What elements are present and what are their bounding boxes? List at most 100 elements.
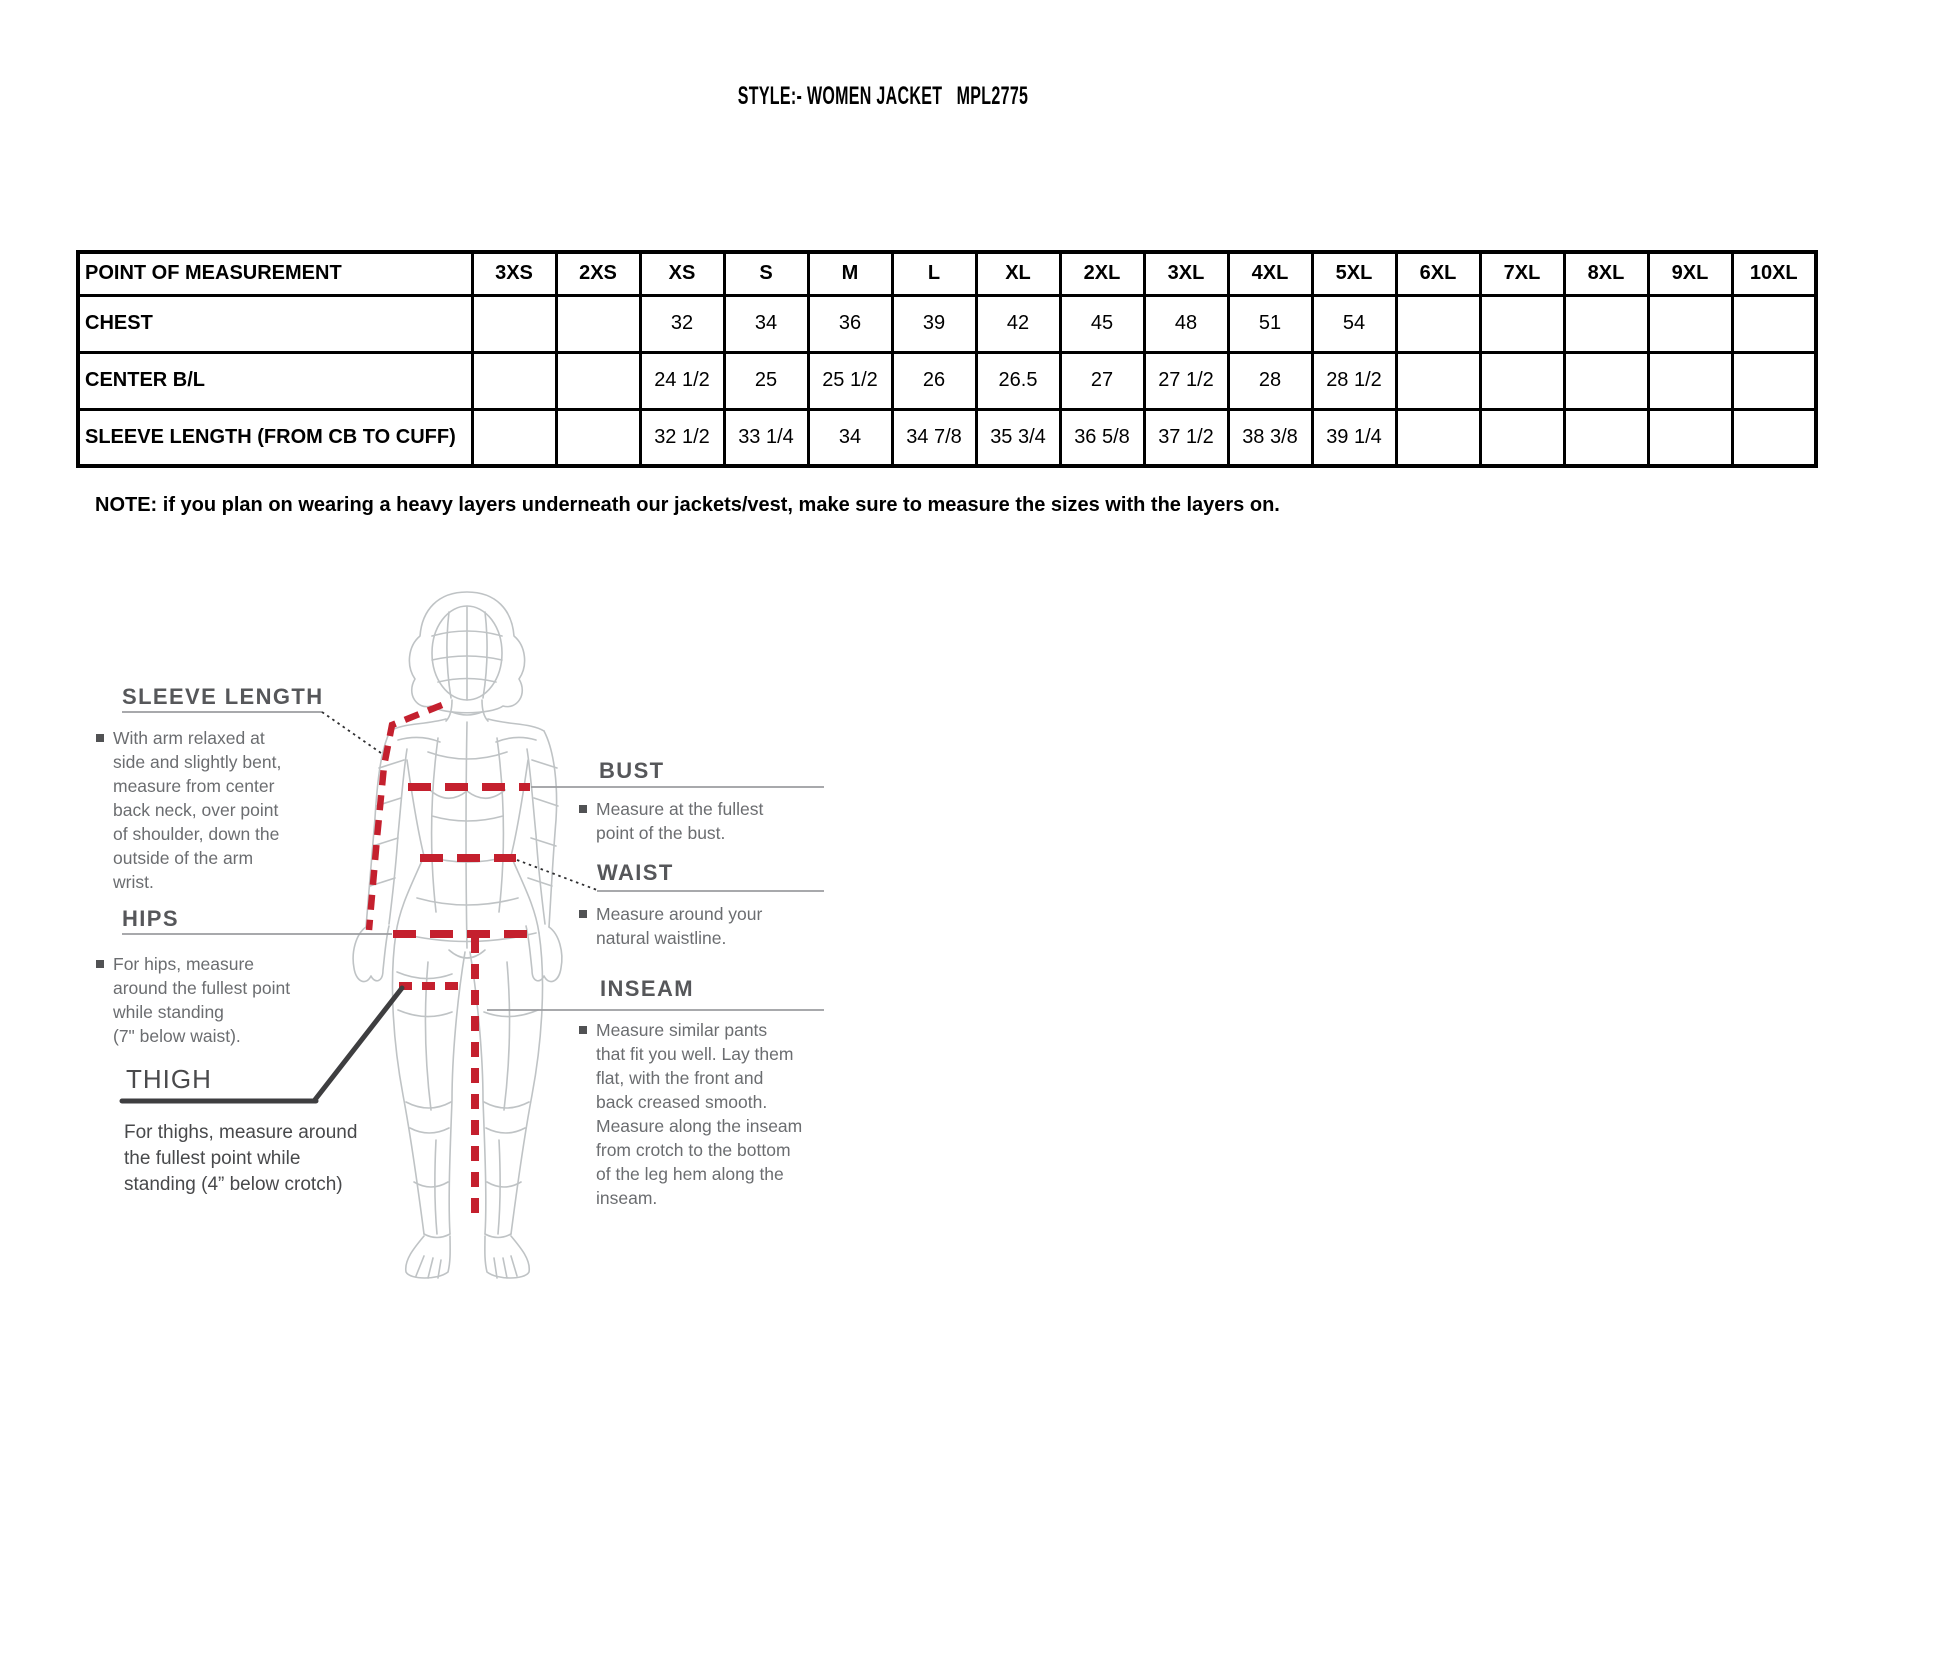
measurement-cell (1562, 350, 1650, 411)
col-header-size-4xl: 4XL (1226, 250, 1314, 297)
thigh-description-text: For thighs, measure around the fullest p… (124, 1122, 358, 1195)
measurement-cell: 36 (806, 293, 894, 354)
row-label: CENTER B/L (76, 350, 474, 411)
sleeve-length-description-text: With arm relaxed at side and slightly be… (113, 728, 282, 892)
measurement-cell (1478, 350, 1566, 411)
measurement-cell (554, 293, 642, 354)
measurement-cell (1646, 293, 1734, 354)
measurement-cell: 33 1/4 (722, 407, 810, 468)
measurement-cell: 26.5 (974, 350, 1062, 411)
sleeve-length-description: With arm relaxed at side and slightly be… (96, 726, 331, 894)
waist-pointer-line (516, 859, 598, 891)
col-header-size-s: S (722, 250, 810, 297)
measurement-cell: 36 5/8 (1058, 407, 1146, 468)
measurement-cell: 34 (806, 407, 894, 468)
inseam-description-text: Measure similar pants that fit you well.… (596, 1020, 803, 1208)
col-header-point-of-measurement: POINT OF MEASUREMENT (76, 250, 474, 297)
bust-label: BUST (599, 758, 665, 783)
measurement-cell (554, 350, 642, 411)
size-table: POINT OF MEASUREMENT 3XS 2XS XS S M L XL 2XL 3XL 4… (76, 250, 1818, 468)
measurement-cell (1730, 293, 1818, 354)
measurement-cell: 25 (722, 350, 810, 411)
measurement-cell: 34 7/8 (890, 407, 978, 468)
measurement-cell (1730, 350, 1818, 411)
measurement-cell: 39 1/4 (1310, 407, 1398, 468)
body-measurement-illustration (119, 591, 824, 1279)
col-header-size-3xs: 3XS (470, 250, 558, 297)
row-label: SLEEVE LENGTH (FROM CB TO CUFF) (76, 407, 474, 468)
measurement-cell: 35 3/4 (974, 407, 1062, 468)
measurement-cell (1730, 407, 1818, 468)
bullet-square-icon (96, 734, 104, 742)
inseam-description: Measure similar pants that fit you well.… (579, 1018, 839, 1210)
col-header-size-xs: XS (638, 250, 726, 297)
measurement-cell (1646, 350, 1734, 411)
measurement-cell (1478, 293, 1566, 354)
measurement-cell (470, 293, 558, 354)
measurement-cell: 32 (638, 293, 726, 354)
col-header-size-10xl: 10XL (1730, 250, 1818, 297)
col-header-size-7xl: 7XL (1478, 250, 1566, 297)
bullet-square-icon (96, 960, 104, 968)
thigh-label: THIGH (126, 1064, 212, 1094)
measurement-cell: 37 1/2 (1142, 407, 1230, 468)
measurement-cell (1562, 293, 1650, 354)
col-header-size-xl: XL (974, 250, 1062, 297)
measurement-cell (1394, 407, 1482, 468)
note-text: NOTE: if you plan on wearing a heavy lay… (95, 494, 1280, 516)
measurement-cell (470, 350, 558, 411)
measurement-cell (470, 407, 558, 468)
col-header-size-8xl: 8XL (1562, 250, 1650, 297)
hips-description-text: For hips, measure around the fullest poi… (113, 954, 291, 1046)
bust-description: Measure at the fullest point of the bust… (579, 797, 824, 845)
inseam-label: INSEAM (600, 976, 694, 1001)
col-header-size-5xl: 5XL (1310, 250, 1398, 297)
col-header-size-m: M (806, 250, 894, 297)
bullet-square-icon (579, 910, 587, 918)
measurement-cell: 54 (1310, 293, 1398, 354)
hips-description: For hips, measure around the fullest poi… (96, 952, 346, 1048)
measurement-cell (1646, 407, 1734, 468)
row-label: CHEST (76, 293, 474, 354)
col-header-size-9xl: 9XL (1646, 250, 1734, 297)
measurement-cell (1394, 350, 1482, 411)
measurement-cell: 24 1/2 (638, 350, 726, 411)
waist-label: WAIST (597, 860, 674, 885)
measurement-cell: 38 3/8 (1226, 407, 1314, 468)
col-header-size-3xl: 3XL (1142, 250, 1230, 297)
hips-label: HIPS (122, 906, 179, 931)
size-table-body: CHEST 32 34 36 39 42 45 48 51 54 CENTER B/L 24 1/2 2… (76, 293, 1818, 468)
thigh-pointer-line (311, 985, 405, 1104)
measurement-cell: 27 (1058, 350, 1146, 411)
measurement-cell: 51 (1226, 293, 1314, 354)
measurement-lines (365, 701, 532, 1219)
waist-description: Measure around your natural waistline. (579, 902, 824, 950)
measurement-cell (554, 407, 642, 468)
measurement-cell: 39 (890, 293, 978, 354)
sleeve-measure-line (365, 701, 444, 931)
pointer-lines (119, 711, 824, 1104)
bullet-square-icon (579, 1026, 587, 1034)
measurement-row: CENTER B/L 24 1/2 25 25 1/2 26 26.5 27 27 1/2 28… (76, 350, 1818, 411)
measurement-cell: 42 (974, 293, 1062, 354)
measurement-row: SLEEVE LENGTH (FROM CB TO CUFF) 32 1/2 33 … (76, 407, 1818, 468)
col-header-size-6xl: 6XL (1394, 250, 1482, 297)
col-header-size-2xs: 2XS (554, 250, 642, 297)
measurement-cell: 27 1/2 (1142, 350, 1230, 411)
measurement-cell (1562, 407, 1650, 468)
measurement-row: CHEST 32 34 36 39 42 45 48 51 54 (76, 293, 1818, 354)
measurement-cell: 25 1/2 (806, 350, 894, 411)
measurement-cell: 26 (890, 350, 978, 411)
size-table-header-row: POINT OF MEASUREMENT 3XS 2XS XS S M L XL 2XL 3XL 4… (76, 250, 1818, 297)
measurement-cell (1478, 407, 1566, 468)
col-header-size-2xl: 2XL (1058, 250, 1146, 297)
page-title: STYLE:- WOMEN JACKET MPL2775 (737, 82, 1029, 110)
measurement-cell: 45 (1058, 293, 1146, 354)
measurement-cell: 48 (1142, 293, 1230, 354)
bullet-square-icon (579, 805, 587, 813)
measurement-cell: 28 1/2 (1310, 350, 1398, 411)
bust-description-text: Measure at the fullest point of the bust… (596, 799, 764, 843)
sleeve-length-label: SLEEVE LENGTH (122, 684, 324, 709)
col-header-size-l: L (890, 250, 978, 297)
waist-description-text: Measure around your natural waistline. (596, 904, 763, 948)
